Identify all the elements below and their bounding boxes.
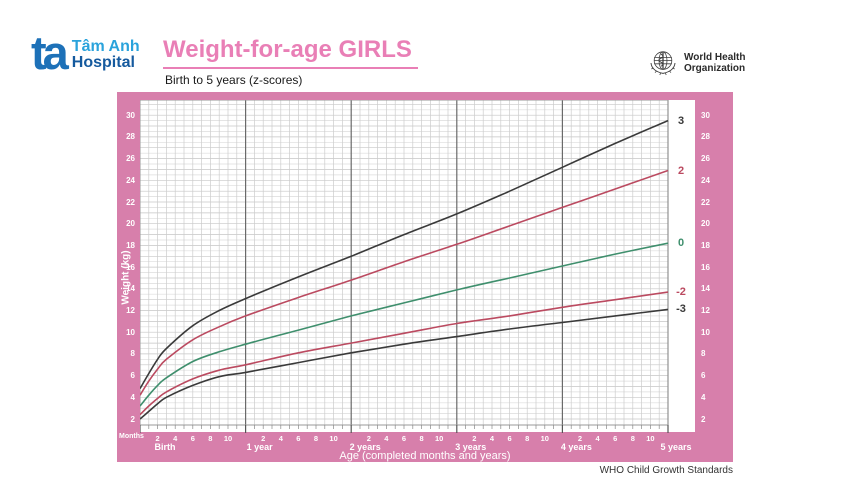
x-year-label: 1 year bbox=[246, 442, 273, 452]
x-month-tick-label: 4 bbox=[595, 434, 600, 443]
y-tick-label-right: 20 bbox=[701, 219, 710, 229]
x-month-tick-label: 4 bbox=[278, 434, 283, 443]
hospital-logo-text: Tâm Anh Hospital bbox=[72, 39, 140, 71]
x-month-tick-label: 8 bbox=[630, 434, 635, 443]
x-axis-unit-label: Months bbox=[119, 433, 144, 440]
zscore-label: 3 bbox=[677, 114, 685, 127]
y-tick-label-left: 22 bbox=[126, 197, 135, 207]
y-tick-label-left: 4 bbox=[130, 392, 135, 402]
x-month-tick-label: 2 bbox=[472, 434, 477, 443]
y-tick-label-left: 24 bbox=[126, 175, 135, 185]
y-tick-label-left: 6 bbox=[130, 371, 135, 381]
y-tick-label-left: 2 bbox=[130, 414, 135, 424]
y-tick-label-left: 8 bbox=[130, 349, 135, 359]
who-logo: World Health Organization bbox=[647, 47, 745, 79]
x-month-tick-label: 4 bbox=[384, 434, 389, 443]
x-axis-title: Age (completed months and years) bbox=[339, 450, 511, 462]
y-tick-label-left: 12 bbox=[126, 306, 135, 315]
x-year-label: Birth bbox=[154, 442, 176, 452]
y-tick-label-left: 16 bbox=[126, 262, 135, 272]
x-year-label: 4 years bbox=[560, 442, 592, 452]
x-month-tick-label: 2 bbox=[577, 434, 583, 443]
y-tick-label-right: 8 bbox=[701, 349, 706, 359]
x-month-tick-label: 10 bbox=[223, 434, 233, 443]
zscore-label: 0 bbox=[677, 237, 685, 250]
x-month-tick-label: 10 bbox=[646, 434, 655, 443]
chart-frame: Weight (kg) Months Age (completed months… bbox=[117, 92, 733, 462]
y-tick-label-right: 22 bbox=[701, 197, 710, 207]
page-title: Weight-for-age GIRLS bbox=[163, 36, 412, 63]
x-month-tick-label: 6 bbox=[296, 434, 301, 443]
y-tick-label-left: 10 bbox=[126, 327, 135, 337]
who-logo-text: World Health Organization bbox=[684, 52, 745, 74]
x-month-tick-label: 10 bbox=[540, 434, 549, 443]
title-block: Weight-for-age GIRLS Birth to 5 years (z… bbox=[163, 36, 418, 87]
x-month-tick-label: 8 bbox=[208, 434, 213, 443]
y-tick-label-right: 30 bbox=[701, 110, 710, 120]
y-tick-label-left: 18 bbox=[126, 240, 135, 250]
y-tick-label-right: 10 bbox=[701, 327, 710, 337]
x-year-label: 2 years bbox=[349, 442, 381, 452]
plot-area bbox=[140, 100, 695, 433]
x-month-tick-label: 8 bbox=[419, 434, 424, 443]
y-tick-label-right: 18 bbox=[701, 240, 710, 250]
who-emblem-icon bbox=[650, 51, 676, 76]
who-line1: World Health bbox=[684, 52, 746, 63]
x-month-tick-label: 8 bbox=[525, 434, 530, 443]
page-subtitle: Birth to 5 years (z-scores) bbox=[165, 73, 303, 87]
zscore-label: -3 bbox=[676, 303, 686, 316]
hospital-logo-mark: ta bbox=[31, 26, 69, 79]
title-underline bbox=[163, 67, 418, 69]
growth-curves-plot bbox=[140, 100, 669, 433]
x-year-label: 5 years bbox=[660, 442, 692, 452]
hospital-name: Tâm Anh bbox=[71, 38, 140, 55]
credit-text: WHO Child Growth Standards bbox=[599, 465, 733, 476]
x-month-tick-label: 6 bbox=[401, 434, 407, 443]
y-tick-label-right: 16 bbox=[701, 262, 710, 272]
hospital-type: Hospital bbox=[71, 54, 135, 71]
y-tick-label-right: 12 bbox=[701, 306, 710, 315]
y-tick-label-right: 24 bbox=[701, 175, 710, 185]
y-tick-label-left: 30 bbox=[126, 110, 135, 120]
y-tick-label-left: 20 bbox=[126, 219, 135, 229]
y-tick-label-right: 28 bbox=[701, 132, 710, 142]
x-month-tick-label: 2 bbox=[155, 434, 160, 443]
y-tick-label-right: 14 bbox=[701, 284, 710, 294]
x-month-tick-label: 8 bbox=[313, 434, 319, 443]
x-month-tick-label: 2 bbox=[261, 434, 266, 443]
zscore-label: -2 bbox=[676, 286, 686, 299]
y-tick-label-right: 26 bbox=[701, 154, 710, 164]
x-month-tick-label: 6 bbox=[613, 434, 618, 443]
zscore-label: 2 bbox=[677, 164, 685, 177]
y-tick-label-right: 6 bbox=[701, 371, 706, 381]
y-tick-label-left: 28 bbox=[126, 132, 135, 142]
x-month-tick-label: 10 bbox=[435, 434, 444, 443]
x-year-label: 3 years bbox=[455, 442, 487, 452]
who-line2: Organization bbox=[684, 63, 746, 74]
x-month-tick-label: 4 bbox=[173, 434, 178, 443]
y-tick-label-left: 14 bbox=[126, 284, 135, 294]
y-tick-label-right: 4 bbox=[701, 392, 706, 402]
y-tick-label-left: 26 bbox=[126, 154, 135, 164]
hospital-logo: ta Tâm Anh Hospital bbox=[31, 26, 140, 79]
x-month-tick-label: 10 bbox=[329, 434, 338, 443]
x-month-tick-label: 4 bbox=[489, 434, 495, 443]
y-tick-label-right: 2 bbox=[701, 414, 706, 424]
x-month-tick-label: 6 bbox=[190, 434, 195, 443]
x-month-tick-label: 2 bbox=[366, 434, 371, 443]
x-month-tick-label: 6 bbox=[507, 434, 512, 443]
